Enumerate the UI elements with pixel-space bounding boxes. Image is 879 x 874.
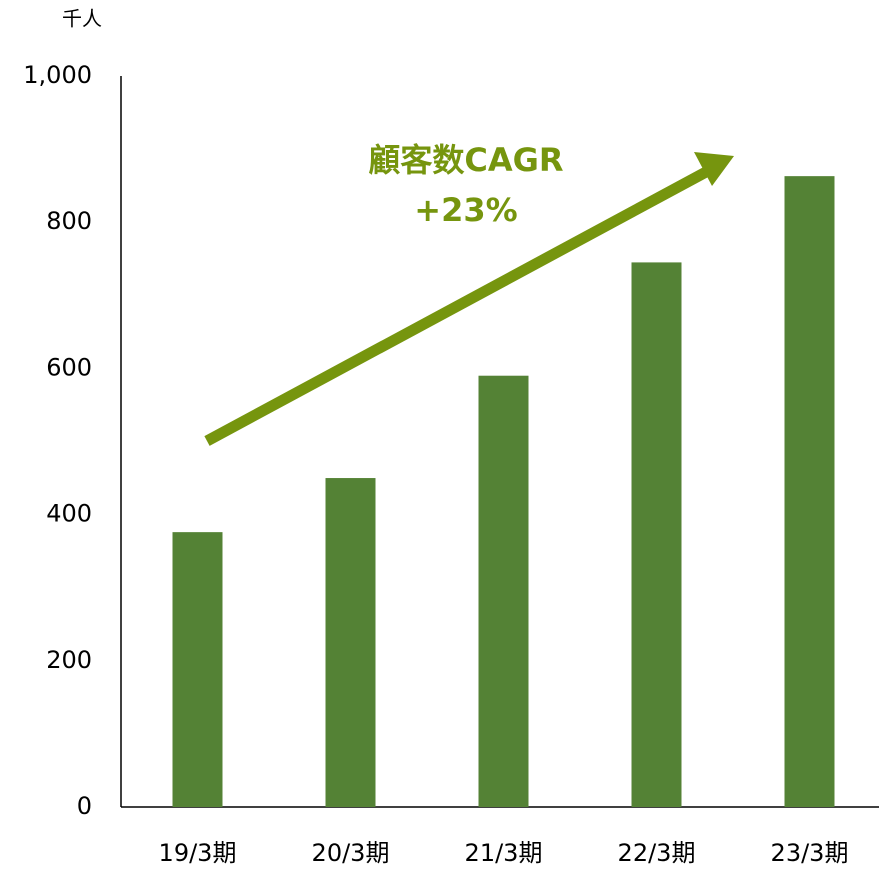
trend-arrow — [204, 167, 709, 446]
x-tick-label: 21/3期 — [465, 839, 543, 867]
y-tick-label: 0 — [77, 792, 92, 820]
bar — [631, 262, 682, 807]
trend-arrowhead — [694, 152, 734, 186]
bar — [478, 375, 529, 807]
y-axis-unit: 千人 — [62, 7, 102, 31]
bar — [172, 532, 223, 807]
annotation: 顧客数CAGR — [368, 141, 563, 179]
annotation: +23% — [414, 191, 517, 229]
y-tick-label: 800 — [46, 207, 92, 235]
bar — [325, 478, 376, 807]
x-tick-label: 19/3期 — [159, 839, 237, 867]
x-tick-label: 23/3期 — [771, 839, 849, 867]
y-tick-label: 400 — [46, 500, 92, 528]
x-tick-label: 20/3期 — [312, 839, 390, 867]
x-tick-label: 22/3期 — [618, 839, 696, 867]
y-tick-label: 1,000 — [23, 61, 92, 89]
bar — [784, 176, 835, 808]
y-tick-label: 600 — [46, 353, 92, 381]
y-tick-label: 200 — [46, 646, 92, 674]
